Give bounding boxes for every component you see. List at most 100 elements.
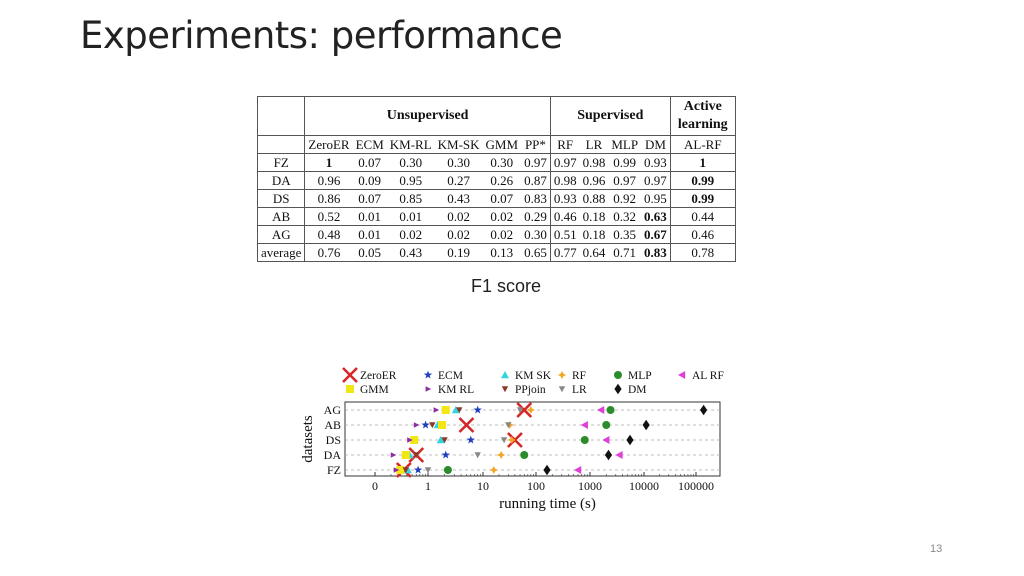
- table-cell: 0.44: [669, 207, 736, 226]
- table-cell: 0.07: [482, 189, 522, 208]
- table-cell: 0.98: [579, 153, 609, 172]
- x-tick-label: 100000: [678, 479, 714, 493]
- table-cell: 0.97: [608, 171, 642, 190]
- legend-label: PPjoin: [515, 384, 546, 396]
- table-cell: 0.98: [549, 171, 580, 190]
- data-point-al-rf: [597, 406, 605, 414]
- legend-marker: [346, 385, 354, 393]
- data-point-ppjoin: [413, 452, 420, 459]
- table-cell: 0.07: [352, 153, 387, 172]
- column-header-lr: LR: [579, 135, 609, 154]
- table-row: FZ 1 0.07 0.30 0.30 0.30 0.97 0.97 0.98 0.99 0.93 1: [256, 153, 736, 172]
- legend-label: KM SK: [515, 370, 552, 382]
- table-cell: 0.99: [608, 153, 642, 172]
- data-point-mlp: [443, 466, 452, 474]
- table-cell: 0.83: [521, 189, 551, 208]
- data-point-gmm: [438, 421, 447, 429]
- table-cell: 0.92: [608, 189, 642, 208]
- row-label: DA: [256, 171, 306, 190]
- table-cell: 0.99: [669, 171, 736, 190]
- table-cell: 0.35: [608, 225, 642, 244]
- table-cell: 0.02: [482, 225, 522, 244]
- x-axis-label: running time (s): [499, 496, 596, 512]
- table-cell: 0.13: [482, 243, 522, 262]
- data-point-km-sk: [436, 436, 445, 444]
- active-learning-group-header: Active learning: [669, 96, 736, 136]
- table-cell: 0.02: [434, 207, 483, 226]
- data-point-lr: [500, 437, 508, 444]
- table-cell: 0.09: [352, 171, 387, 190]
- runtime-chart: FZ DA DS AB AG 0 1 10 100 1000 10000 100000 running …: [300, 366, 730, 516]
- data-point-ecm: [473, 405, 482, 414]
- table-cell: 0.46: [669, 225, 736, 244]
- column-header-mlp: MLP: [608, 135, 642, 154]
- table-cell: 0.18: [579, 225, 609, 244]
- table-cell: 0.88: [579, 189, 609, 208]
- x-tick-label: 10000: [629, 479, 659, 493]
- x-tick-label: 0: [372, 479, 378, 493]
- column-header-rf: RF: [549, 135, 580, 154]
- legend-marker: [423, 370, 433, 379]
- data-point-lr: [474, 452, 481, 459]
- legend-label: GMM: [360, 384, 389, 396]
- legend-marker: [678, 371, 686, 379]
- table-cell: 0.96: [579, 171, 609, 190]
- data-point-mlp: [602, 421, 611, 429]
- data-point-ecm: [441, 450, 450, 459]
- table-row-label-header: [256, 135, 306, 154]
- data-point-gmm: [441, 406, 450, 414]
- table-cell: 0.76: [304, 243, 353, 262]
- table-cell: 0.01: [386, 207, 435, 226]
- table-row: DA 0.96 0.09 0.95 0.27 0.26 0.87 0.98 0.96 0.97 0.…: [256, 171, 736, 190]
- table-cell: 0.30: [386, 153, 435, 172]
- data-point-dm: [543, 464, 551, 476]
- data-point-ppjoin: [402, 467, 409, 474]
- column-header-gmm: GMM: [482, 135, 522, 154]
- x-tick-label: 1000: [578, 479, 602, 493]
- table-row: AG 0.48 0.01 0.02 0.02 0.02 0.30 0.51 0.18 0.35 0.…: [256, 225, 736, 244]
- legend-marker: [425, 386, 432, 392]
- y-tick-label: DS: [326, 433, 341, 447]
- table-cell: 0.46: [549, 207, 580, 226]
- legend-label: LR: [572, 384, 587, 396]
- table-cell: 0.78: [669, 243, 736, 262]
- table-cell: 0.27: [434, 171, 483, 190]
- data-point-ppjoin: [429, 422, 436, 429]
- table-row: AB 0.52 0.01 0.01 0.02 0.02 0.29 0.46 0.18 0.32 0.…: [256, 207, 736, 226]
- data-point-gmm: [410, 436, 419, 444]
- table-cell: 0.29: [521, 207, 551, 226]
- table-cell: 0.77: [549, 243, 580, 262]
- slide-title: Experiments: performance: [80, 14, 563, 57]
- column-header-km-rl: KM-RL: [386, 135, 435, 154]
- table-cell: 0.96: [304, 171, 353, 190]
- table-cell: 0.65: [521, 243, 551, 262]
- legend-marker: [342, 367, 358, 383]
- table-cell: 0.02: [482, 207, 522, 226]
- table-cell: 0.64: [579, 243, 609, 262]
- column-header-zeroer: ZeroER: [304, 135, 353, 154]
- legend-marker: [501, 371, 509, 379]
- data-point-lr: [424, 467, 432, 474]
- data-point-ecm: [466, 435, 475, 444]
- data-point-al-rf: [602, 436, 610, 444]
- unsupervised-group-header: Unsupervised: [304, 96, 551, 136]
- table-cell: 0.67: [641, 225, 671, 244]
- data-point-al-rf: [574, 466, 582, 474]
- y-tick-label: FZ: [327, 463, 341, 477]
- supervised-group-header: Supervised: [549, 96, 671, 136]
- column-header-al-rf: AL-RF: [669, 135, 736, 154]
- data-point-km-rl: [407, 437, 413, 443]
- data-point-dm: [626, 434, 634, 446]
- data-point-ecm: [421, 420, 430, 429]
- row-label: AB: [256, 207, 306, 226]
- legend-marker: [614, 383, 622, 395]
- data-point-km-rl: [390, 452, 397, 458]
- data-point-km-sk: [451, 406, 460, 414]
- y-axis-label: datasets: [300, 415, 316, 463]
- legend-marker: [614, 371, 622, 379]
- table-cell: 0.48: [304, 225, 353, 244]
- table-cell: 0.51: [549, 225, 580, 244]
- table-cell: 0.02: [434, 225, 483, 244]
- table-cell: 0.71: [608, 243, 642, 262]
